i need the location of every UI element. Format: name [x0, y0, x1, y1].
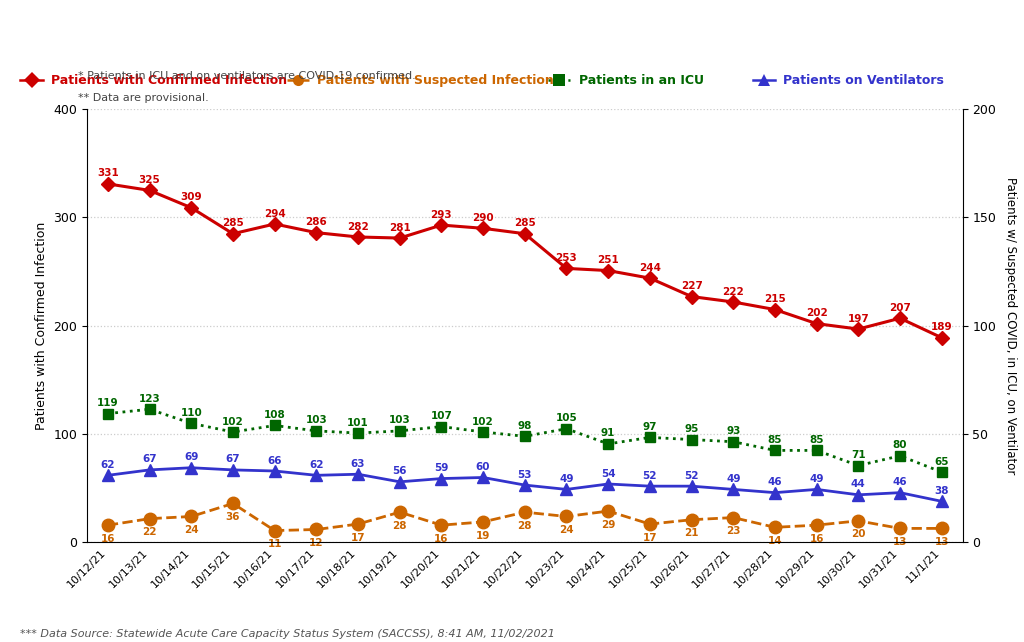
Text: 52: 52 — [684, 471, 698, 481]
Text: 105: 105 — [556, 413, 578, 423]
Text: 91: 91 — [601, 428, 615, 438]
Text: Patients in an ICU: Patients in an ICU — [579, 74, 703, 87]
Text: 17: 17 — [351, 533, 366, 542]
Text: 282: 282 — [347, 221, 369, 232]
Text: 19: 19 — [476, 530, 490, 541]
Text: 21: 21 — [684, 528, 698, 539]
Text: 62: 62 — [309, 460, 324, 470]
Text: 294: 294 — [264, 209, 286, 218]
Text: 119: 119 — [97, 398, 119, 408]
Text: 20: 20 — [851, 530, 865, 539]
Text: 123: 123 — [138, 394, 161, 404]
Text: Patients with Confirmed Infection: Patients with Confirmed Infection — [51, 74, 288, 87]
Text: 67: 67 — [142, 455, 157, 465]
Text: 285: 285 — [514, 218, 536, 229]
Text: 13: 13 — [935, 537, 949, 547]
Text: 93: 93 — [726, 426, 740, 437]
Text: 59: 59 — [434, 463, 449, 473]
Text: 101: 101 — [347, 418, 369, 428]
Text: 285: 285 — [222, 218, 244, 229]
Text: 14: 14 — [768, 536, 782, 546]
Text: 36: 36 — [225, 512, 241, 522]
Text: 293: 293 — [431, 210, 453, 220]
Text: 29: 29 — [601, 520, 615, 530]
Text: 66: 66 — [267, 456, 282, 465]
Text: 12: 12 — [309, 538, 324, 548]
Text: 62: 62 — [100, 460, 115, 470]
Text: 98: 98 — [517, 421, 532, 431]
Text: 46: 46 — [768, 477, 782, 487]
Text: 63: 63 — [351, 459, 366, 469]
Text: 11: 11 — [267, 539, 282, 550]
Text: 49: 49 — [726, 474, 740, 484]
Text: *** Data Source: Statewide Acute Care Capacity Status System (SACCSS), 8:41 AM, : *** Data Source: Statewide Acute Care Ca… — [20, 629, 555, 639]
Text: 16: 16 — [100, 534, 115, 544]
Text: 80: 80 — [893, 440, 907, 451]
Text: 251: 251 — [597, 255, 620, 265]
Text: 85: 85 — [768, 435, 782, 445]
Text: 281: 281 — [389, 223, 411, 232]
Text: 189: 189 — [931, 322, 952, 333]
Text: 202: 202 — [806, 308, 827, 318]
Text: 49: 49 — [559, 474, 573, 484]
Text: 24: 24 — [559, 525, 573, 535]
Text: 325: 325 — [138, 175, 161, 185]
Text: 286: 286 — [305, 217, 328, 227]
Text: ** Data are provisional.: ** Data are provisional. — [78, 92, 209, 103]
Text: 67: 67 — [225, 455, 241, 465]
Text: 28: 28 — [517, 521, 532, 531]
Text: 53: 53 — [517, 470, 532, 480]
Text: 110: 110 — [180, 408, 202, 418]
Text: Patients on Ventilators: Patients on Ventilators — [783, 74, 944, 87]
Y-axis label: Patients with Confirmed Infection: Patients with Confirmed Infection — [35, 221, 48, 430]
Text: 85: 85 — [809, 435, 824, 445]
Text: 103: 103 — [389, 415, 411, 426]
Text: 108: 108 — [264, 410, 286, 420]
Text: 65: 65 — [935, 456, 949, 467]
Text: 222: 222 — [722, 286, 744, 297]
Text: 60: 60 — [476, 462, 490, 472]
Text: 38: 38 — [935, 486, 949, 496]
Text: 290: 290 — [472, 213, 494, 223]
Text: 16: 16 — [809, 534, 824, 544]
Text: 49: 49 — [809, 474, 824, 484]
Text: 331: 331 — [97, 168, 119, 178]
Text: 44: 44 — [851, 480, 865, 489]
Text: 22: 22 — [142, 527, 157, 537]
Text: 16: 16 — [434, 534, 449, 544]
Y-axis label: Patients w/ Suspected COVID, in ICU, on Ventilator: Patients w/ Suspected COVID, in ICU, on … — [1005, 177, 1018, 474]
Text: 103: 103 — [305, 415, 328, 426]
Text: 56: 56 — [392, 466, 407, 476]
Text: 102: 102 — [222, 417, 244, 426]
Text: 215: 215 — [764, 294, 785, 304]
Text: 309: 309 — [180, 193, 202, 202]
Text: 23: 23 — [726, 526, 740, 536]
Text: 69: 69 — [184, 453, 199, 462]
Text: 207: 207 — [889, 303, 911, 313]
Text: 54: 54 — [601, 469, 615, 478]
Text: 95: 95 — [684, 424, 698, 434]
Text: 46: 46 — [893, 477, 907, 487]
Text: 107: 107 — [430, 411, 453, 421]
Text: * Patients in ICU and on ventilators are COVID-19 confirmed.: * Patients in ICU and on ventilators are… — [78, 71, 416, 81]
Text: 28: 28 — [392, 521, 407, 531]
Text: 52: 52 — [643, 471, 657, 481]
Text: 197: 197 — [848, 314, 869, 324]
Text: 244: 244 — [639, 263, 660, 273]
Text: 71: 71 — [851, 450, 865, 460]
Text: 97: 97 — [643, 422, 657, 432]
Text: 24: 24 — [184, 525, 199, 535]
Text: 102: 102 — [472, 417, 494, 426]
Text: 13: 13 — [893, 537, 907, 547]
Text: Patients with Suspected Infection: Patients with Suspected Infection — [317, 74, 554, 87]
Text: 227: 227 — [681, 281, 702, 291]
Text: COVID-19 Hospitalizations Reported by MS Hospitals, 10/12/21-11/1/21 *,**,***: COVID-19 Hospitalizations Reported by MS… — [98, 26, 926, 45]
Text: 253: 253 — [556, 253, 578, 263]
Text: 17: 17 — [643, 533, 657, 542]
